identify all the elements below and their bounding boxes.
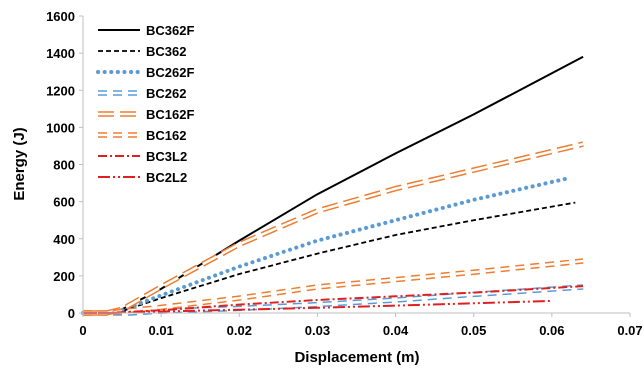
y-tick-label: 1000 [46, 120, 75, 135]
y-tick-label: 200 [53, 269, 75, 284]
series-line-bc262f [81, 176, 570, 315]
legend-item-bc262: BC262 [98, 86, 186, 101]
series-bc262f [81, 176, 570, 315]
series-bc3l2 [83, 285, 584, 314]
y-axis-label: Energy (J) [11, 127, 28, 200]
y-tick-label: 400 [53, 232, 75, 247]
legend-item-bc2l2: BC2L2 [98, 170, 187, 185]
series-bc2l2 [83, 299, 552, 314]
legend-label-bc2l2: BC2L2 [146, 170, 187, 185]
legend: BC362F BC362 BC262F BC262 BC162F BC162 BC3L2 BC… [96, 23, 194, 185]
legend-item-bc262f: BC262F [96, 65, 194, 80]
y-tick-label: 1600 [46, 9, 75, 24]
axes: 0 200 400 600 800 1000 1200 1400 1600 0 0.01 0.02 0.… [46, 9, 643, 338]
series-bc162f [83, 141, 584, 316]
legend-label-bc362f: BC362F [146, 23, 194, 38]
y-tick-label: 1200 [46, 83, 75, 98]
legend-item-bc3l2: BC3L2 [98, 149, 187, 164]
legend-item-bc162f: BC162F [98, 107, 194, 122]
legend-item-bc362f: BC362F [98, 23, 194, 38]
series-line-bc3l2 [83, 285, 584, 314]
x-tick-label: 0.03 [305, 323, 330, 338]
series-line-bc162f [83, 142, 584, 315]
legend-label-bc3l2: BC3L2 [146, 149, 187, 164]
y-tick-label: 0 [68, 306, 75, 321]
y-tick-label: 800 [53, 158, 75, 173]
series-line-bc2l2 [83, 299, 552, 314]
x-tick-label: 0.04 [383, 323, 409, 338]
x-tick-label: 0.05 [461, 323, 486, 338]
x-tick-label: 0.01 [148, 323, 173, 338]
y-tick-label: 1400 [46, 46, 75, 61]
legend-label-bc262f: BC262F [146, 65, 194, 80]
legend-item-bc362: BC362 [98, 44, 186, 59]
y-tick-label: 600 [53, 195, 75, 210]
legend-label-bc162f: BC162F [146, 107, 194, 122]
x-tick-label: 0.07 [617, 323, 642, 338]
x-tick-label: 0.06 [539, 323, 564, 338]
series-line-bc362 [83, 201, 576, 314]
legend-label-bc362: BC362 [146, 44, 186, 59]
series-bc362 [83, 201, 576, 314]
plot-lines [81, 55, 584, 316]
legend-label-bc262: BC262 [146, 86, 186, 101]
x-tick-label: 0.02 [227, 323, 252, 338]
legend-label-bc162: BC162 [146, 128, 186, 143]
x-axis-label: Displacement (m) [294, 349, 419, 365]
x-tick-label: 0 [79, 323, 86, 338]
legend-item-bc162: BC162 [98, 128, 186, 143]
